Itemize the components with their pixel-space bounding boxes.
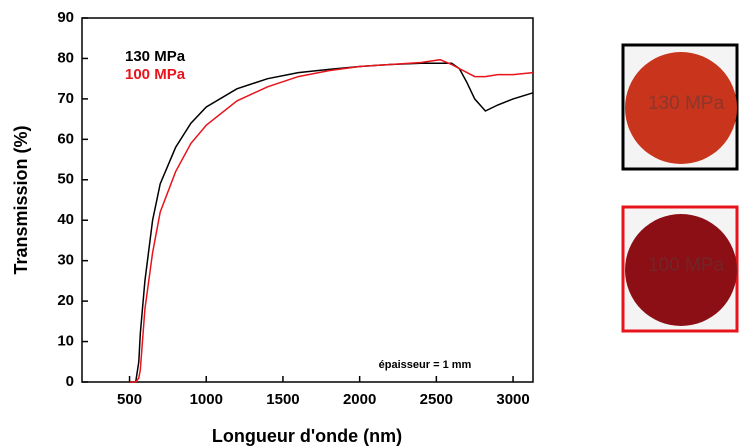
- y-tick-label: 20: [57, 292, 74, 309]
- x-tick-label: 1000: [190, 391, 223, 408]
- y-axis-title: Transmission (%): [11, 125, 31, 274]
- y-tick-label: 30: [57, 252, 74, 269]
- x-tick-label: 2000: [343, 391, 376, 408]
- photo-disc: [625, 52, 737, 164]
- x-axis-title: Longueur d'onde (nm): [212, 426, 402, 446]
- photo-label: 130 MPa: [648, 93, 724, 114]
- annotation: épaisseur = 1 mm: [379, 359, 472, 371]
- y-tick-label: 0: [66, 373, 74, 390]
- series-line: [129, 58, 534, 383]
- x-tick-label: 1500: [266, 391, 299, 408]
- photo-label: 100 MPa: [648, 255, 724, 276]
- x-tick-label: 500: [117, 391, 142, 408]
- x-tick-label: 2500: [420, 391, 453, 408]
- y-tick-label: 40: [57, 211, 74, 228]
- series-line: [129, 62, 534, 383]
- legend-entry: 100 MPa: [125, 66, 186, 83]
- legend-entry: 130 MPa: [125, 48, 186, 65]
- x-tick-label: 3000: [496, 391, 529, 408]
- y-tick-label: 60: [57, 130, 74, 147]
- y-tick-label: 90: [57, 9, 74, 26]
- y-tick-label: 70: [57, 90, 74, 107]
- photo-disc: [625, 214, 737, 326]
- plot-frame: [81, 17, 534, 383]
- y-tick-label: 10: [57, 333, 74, 350]
- y-tick-label: 50: [57, 171, 74, 188]
- y-tick-label: 80: [57, 49, 74, 66]
